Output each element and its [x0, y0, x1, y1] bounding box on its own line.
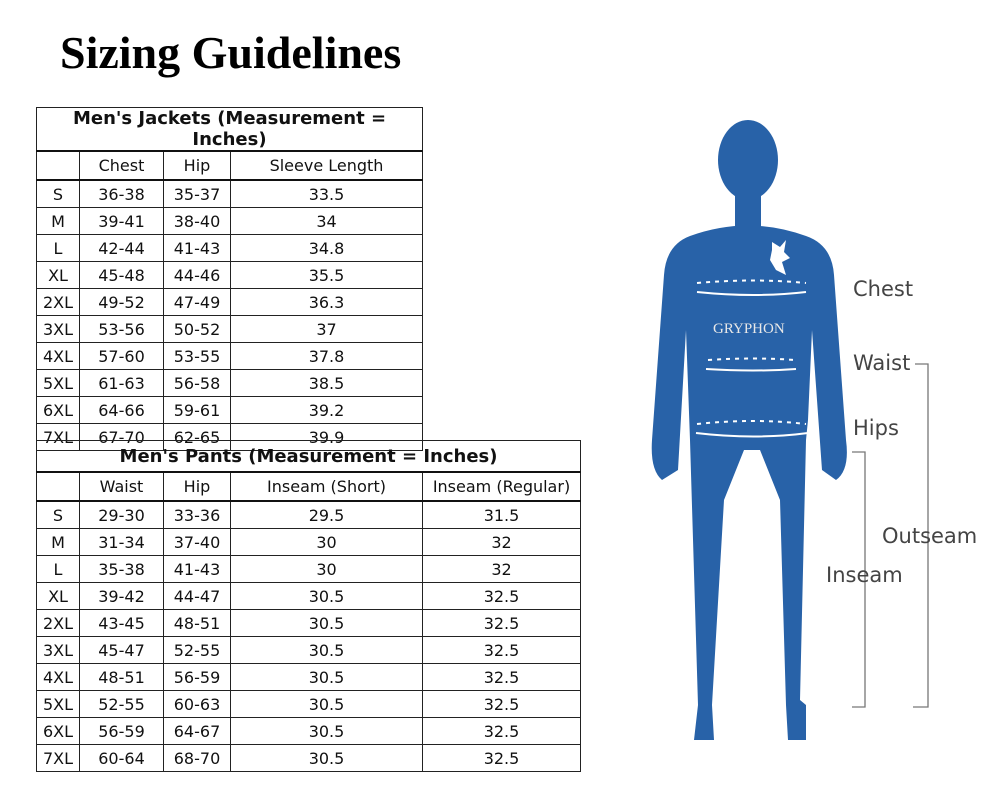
table-cell: 45-47 [79, 636, 164, 664]
column-header: Waist [79, 471, 164, 502]
table-row: 5XL 52-55 60-63 30.5 32.5 [36, 690, 581, 718]
column-header: Inseam (Regular) [422, 471, 581, 502]
size-cell: 2XL [36, 288, 80, 316]
table-row: 2XL 43-45 48-51 30.5 32.5 [36, 609, 581, 637]
table-row: 3XL 45-47 52-55 30.5 32.5 [36, 636, 581, 664]
measure-lines [695, 279, 809, 438]
table-row: 6XL 56-59 64-67 30.5 32.5 [36, 717, 581, 745]
table-cell: 31-34 [79, 528, 164, 556]
table-cell: 32.5 [422, 690, 581, 718]
size-cell: M [36, 528, 80, 556]
column-header: Sleeve Length [230, 150, 423, 181]
table-cell: 52-55 [79, 690, 164, 718]
table-cell: 37.8 [230, 342, 423, 370]
table-cell: 30.5 [230, 717, 423, 745]
table-cell: 44-46 [163, 261, 231, 289]
table-cell: 32.5 [422, 744, 581, 772]
table-cell: 68-70 [163, 744, 231, 772]
size-cell: 6XL [36, 717, 80, 745]
pants-size-table: Men's Pants (Measurement = Inches) Waist… [36, 440, 581, 772]
size-cell: 3XL [36, 315, 80, 343]
table-cell: 41-43 [163, 234, 231, 262]
table-cell: 42-44 [79, 234, 164, 262]
table-row: M 31-34 37-40 30 32 [36, 528, 581, 556]
table-row: 2XL 49-52 47-49 36.3 [36, 288, 423, 316]
table-cell: 48-51 [163, 609, 231, 637]
label-chest: Chest [853, 277, 914, 301]
table-cell: 36-38 [79, 179, 164, 208]
label-hips: Hips [853, 416, 899, 440]
label-outseam: Outseam [882, 524, 978, 548]
table-cell: 34.8 [230, 234, 423, 262]
table-cell: 60-64 [79, 744, 164, 772]
table-cell: 64-66 [79, 396, 164, 424]
column-header: Hip [163, 471, 231, 502]
brackets [852, 363, 929, 708]
table-cell: 30.5 [230, 663, 423, 691]
column-header: Hip [163, 150, 231, 181]
table-row: 5XL 61-63 56-58 38.5 [36, 369, 423, 397]
table-cell: 30.5 [230, 609, 423, 637]
table-cell: 35-38 [79, 555, 164, 583]
table-row: 7XL 60-64 68-70 30.5 32.5 [36, 744, 581, 772]
table-cell: 30.5 [230, 690, 423, 718]
size-cell: L [36, 234, 80, 262]
table-cell: 53-55 [163, 342, 231, 370]
label-waist: Waist [853, 351, 911, 375]
table-cell: 39.2 [230, 396, 423, 424]
table-cell: 45-48 [79, 261, 164, 289]
table-row: 4XL 57-60 53-55 37.8 [36, 342, 423, 370]
table-cell: 56-58 [163, 369, 231, 397]
size-cell: 6XL [36, 396, 80, 424]
table-cell: 30 [230, 528, 423, 556]
pants-table-title: Men's Pants (Measurement = Inches) [36, 440, 581, 473]
table-cell: 39-41 [79, 207, 164, 235]
table-cell: 53-56 [79, 315, 164, 343]
brand-wordmark: GRYPHON [713, 321, 785, 337]
table-cell: 38.5 [230, 369, 423, 397]
table-cell: 47-49 [163, 288, 231, 316]
table-cell: 41-43 [163, 555, 231, 583]
table-cell: 57-60 [79, 342, 164, 370]
page-title: Sizing Guidelines [60, 27, 402, 78]
size-cell: 4XL [36, 342, 80, 370]
table-cell: 31.5 [422, 500, 581, 529]
size-cell: 5XL [36, 690, 80, 718]
column-header: Chest [79, 150, 164, 181]
table-cell: 29-30 [79, 500, 164, 529]
table-row: L 42-44 41-43 34.8 [36, 234, 423, 262]
gryphon-icon [770, 240, 790, 275]
table-cell: 32.5 [422, 717, 581, 745]
table-cell: 64-67 [163, 717, 231, 745]
table-row: 6XL 64-66 59-61 39.2 [36, 396, 423, 424]
table-cell: 32 [422, 528, 581, 556]
table-cell: 30.5 [230, 744, 423, 772]
size-cell: 7XL [36, 744, 80, 772]
table-cell: 30.5 [230, 582, 423, 610]
table-cell: 43-45 [79, 609, 164, 637]
table-cell: 49-52 [79, 288, 164, 316]
table-cell: 59-61 [163, 396, 231, 424]
table-cell: 32.5 [422, 636, 581, 664]
table-cell: 30.5 [230, 636, 423, 664]
table-cell: 38-40 [163, 207, 231, 235]
table-cell: 35-37 [163, 179, 231, 208]
column-header: Inseam (Short) [230, 471, 423, 502]
table-cell: 33-36 [163, 500, 231, 529]
body-silhouette [651, 120, 847, 740]
label-inseam: Inseam [826, 563, 903, 587]
jackets-table-title: Men's Jackets (Measurement = Inches) [36, 107, 423, 152]
